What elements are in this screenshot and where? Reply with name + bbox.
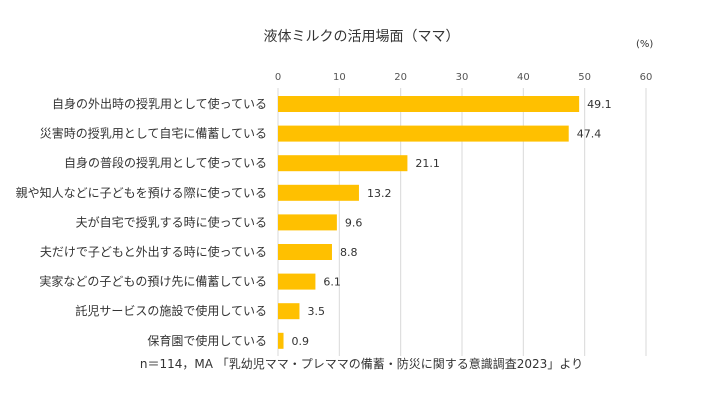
chart-title: 液体ミルクの活用場面（ママ） [263, 29, 460, 45]
category-label: 夫が自宅で授乳する時に使っている [76, 214, 267, 229]
category-label: 災害時の授乳用として自宅に備蓄している [40, 126, 267, 141]
value-label: 49.1 [587, 98, 612, 111]
category-label: 自身の普段の授乳用として使っている [64, 155, 267, 170]
bar [278, 303, 300, 320]
bar [278, 332, 284, 349]
value-labels: 49.1 47.4 21.1 13.2 9.6 8.8 6.1 3.5 0.9 [292, 98, 612, 348]
category-labels: 自身の外出時の授乳用として使っている災害時の授乳用として自宅に備蓄している自身の… [16, 96, 267, 348]
bar [278, 273, 316, 290]
bar [278, 96, 580, 112]
x-tick-label: 50 [578, 72, 591, 83]
bar [278, 125, 569, 142]
bar [278, 244, 332, 260]
category-label: 親や知人などに子どもを預ける際に使っている [16, 185, 267, 200]
value-label: 47.4 [577, 128, 602, 141]
x-tick-label: 10 [333, 72, 346, 83]
category-label: 自身の外出時の授乳用として使っている [52, 96, 267, 111]
category-label: 夫だけで子どもと外出する時に使っている [40, 244, 267, 259]
value-label: 13.2 [367, 187, 392, 200]
value-label: 21.1 [415, 157, 440, 170]
value-label: 8.8 [340, 246, 358, 259]
bars [278, 96, 580, 349]
value-label: 3.5 [307, 305, 325, 318]
bar [278, 184, 359, 201]
bar [278, 155, 408, 172]
value-label: 0.9 [292, 335, 310, 348]
x-tick-label: 20 [394, 72, 407, 83]
category-label: 実家などの子どもの預け先に備蓄している [39, 274, 267, 289]
x-tick-label: 30 [456, 72, 469, 83]
bar [278, 214, 337, 231]
category-label: 託児サービスの施設で使用している [75, 303, 267, 318]
value-label: 6.1 [323, 276, 341, 289]
x-tick-label: 60 [640, 72, 653, 83]
x-tick-label: 40 [517, 72, 530, 83]
survey-note: n＝114，MA 「乳幼児ママ・プレママの備蓄・防災に関する意識調査2023」よ… [139, 357, 584, 371]
unit-label: (%) [636, 39, 654, 50]
value-label: 9.6 [345, 216, 363, 229]
category-label: 保育園で使用している [147, 333, 267, 348]
x-axis-ticks: 0 10 20 30 40 50 60 [275, 72, 653, 83]
x-tick-label: 0 [275, 72, 281, 83]
